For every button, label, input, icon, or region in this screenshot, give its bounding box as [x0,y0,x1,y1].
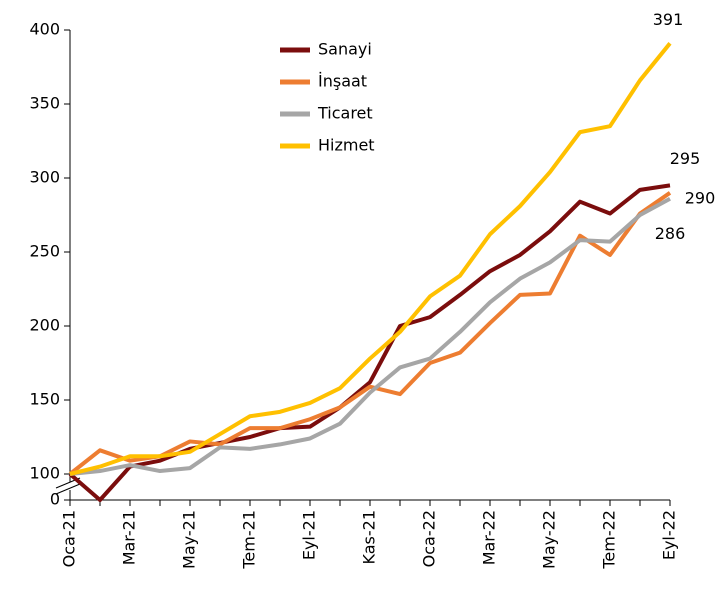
x-tick-label: Tem-21 [240,510,259,570]
y-tick-label: 300 [29,168,60,187]
y-tick-label: 100 [29,464,60,483]
data-label: 295 [670,149,701,168]
series-line [69,42,672,476]
y-tick-label: 400 [29,20,60,39]
legend-label: Ticaret [317,104,373,123]
legend-label: Sanayi [318,40,372,59]
series-line [68,183,671,502]
x-tick-label: May-22 [540,510,559,569]
x-tick-label: Oca-22 [420,510,439,567]
x-tick-label: Eyl-22 [660,510,679,560]
data-label: 286 [655,224,686,243]
series-line [68,191,672,476]
x-tick-label: May-21 [180,510,199,569]
y-tick-label: 250 [29,242,60,261]
legend-label: Hizmet [318,136,375,155]
x-tick-label: Kas-21 [360,510,379,564]
x-tick-label: Mar-21 [120,510,139,565]
y-tick-label: 0 [50,490,60,509]
data-label: 290 [685,188,716,207]
x-tick-label: Tem-22 [600,510,619,570]
y-tick-label: 150 [29,390,60,409]
legend-label: İnşaat [318,72,367,91]
x-tick-label: Mar-22 [480,510,499,565]
y-tick-label: 200 [29,316,60,335]
x-tick-label: Oca-21 [60,510,79,567]
series-line [69,196,671,476]
axis-break [55,483,81,495]
data-label: 391 [653,10,684,29]
x-tick-label: Eyl-21 [300,510,319,560]
y-tick-label: 350 [29,94,60,113]
